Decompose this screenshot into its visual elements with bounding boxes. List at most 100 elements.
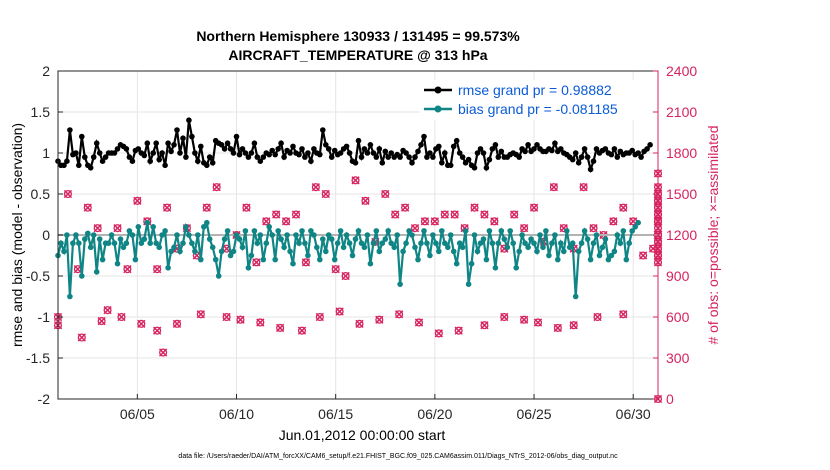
bias-point bbox=[468, 260, 475, 267]
rmse-point bbox=[337, 150, 344, 156]
obs-assimilated-stroke bbox=[629, 217, 638, 226]
rmse-point bbox=[198, 143, 204, 150]
obs-assimilated-stroke bbox=[500, 312, 509, 322]
bias-point bbox=[382, 236, 389, 242]
obs-possible-marker bbox=[276, 323, 285, 332]
obs-count-point bbox=[529, 203, 539, 212]
rmse-point bbox=[352, 160, 359, 166]
rmse-point bbox=[376, 146, 383, 152]
obs-possible-marker bbox=[510, 210, 519, 219]
obs-assimilated-stroke bbox=[490, 217, 499, 226]
rmse-point bbox=[486, 156, 493, 163]
bias-point bbox=[477, 240, 484, 246]
obs-count-point bbox=[123, 265, 132, 274]
obs-assimilated-stroke bbox=[593, 312, 602, 322]
rmse-point bbox=[415, 148, 421, 155]
obs-count-point bbox=[381, 189, 390, 199]
bias-point bbox=[218, 248, 225, 255]
rmse-point bbox=[471, 165, 478, 171]
obs-count-point-low bbox=[414, 318, 424, 327]
rmse-point bbox=[195, 158, 201, 164]
bias-point bbox=[111, 240, 118, 246]
bias-point bbox=[275, 228, 282, 234]
rmse-point bbox=[343, 143, 350, 150]
rmse-point bbox=[93, 140, 100, 146]
obs-possible-marker bbox=[123, 265, 132, 274]
bias-point bbox=[156, 244, 162, 251]
obs-possible-marker bbox=[609, 217, 618, 226]
rmse-point bbox=[206, 154, 213, 160]
bias-point bbox=[430, 232, 436, 238]
bias-point bbox=[340, 244, 347, 251]
bias-point bbox=[614, 232, 621, 238]
rmse-point bbox=[73, 150, 79, 156]
obs-assimilated-stroke bbox=[153, 326, 162, 335]
right-tick-label: 900 bbox=[666, 268, 690, 284]
obs-assimilated-stroke bbox=[589, 224, 598, 233]
bias-point bbox=[572, 293, 579, 300]
bias-point bbox=[489, 240, 496, 246]
rmse-point bbox=[370, 150, 377, 156]
bias-point bbox=[507, 228, 513, 234]
bias-point bbox=[281, 244, 287, 251]
obs-count-point bbox=[549, 183, 558, 192]
bias-point bbox=[266, 224, 273, 230]
obs-possible-marker bbox=[196, 310, 205, 319]
rmse-point bbox=[477, 146, 484, 152]
rmse-point bbox=[290, 143, 296, 150]
rmse-point bbox=[296, 151, 302, 158]
rmse-point bbox=[525, 142, 531, 148]
left-tick-label: -2 bbox=[38, 391, 51, 407]
bias-point bbox=[284, 232, 290, 238]
rmse-point bbox=[257, 158, 264, 164]
obs-count-point bbox=[420, 217, 430, 226]
obs-count-point bbox=[609, 217, 618, 226]
rmse-point bbox=[581, 146, 588, 152]
rmse-point bbox=[575, 160, 582, 166]
obs-count-point bbox=[510, 210, 519, 219]
obs-possible-marker bbox=[520, 315, 529, 324]
rmse-point bbox=[99, 158, 106, 164]
obs-possible-marker bbox=[153, 326, 162, 335]
bias-point bbox=[287, 248, 293, 255]
bias-point bbox=[323, 248, 329, 255]
obs-assimilated-stroke bbox=[97, 316, 106, 326]
rmse-point bbox=[403, 150, 409, 156]
obs-assimilated-stroke bbox=[414, 318, 424, 327]
rmse-point bbox=[102, 154, 109, 160]
rmse-point bbox=[218, 142, 225, 148]
obs-possible-marker bbox=[117, 312, 126, 322]
bias-point bbox=[236, 236, 243, 242]
obs-count-point bbox=[63, 189, 73, 199]
bias-point bbox=[293, 232, 299, 238]
obs-assimilated-stroke bbox=[236, 315, 245, 324]
obs-count-point bbox=[301, 258, 311, 267]
bias-point bbox=[87, 244, 94, 251]
rmse-point bbox=[522, 148, 528, 155]
rmse-point bbox=[453, 137, 460, 144]
bias-point bbox=[549, 240, 555, 246]
obs-count-point-low bbox=[117, 312, 126, 322]
bias-point bbox=[117, 236, 124, 242]
obs-assimilated-stroke bbox=[400, 203, 410, 212]
rmse-point bbox=[367, 142, 374, 148]
bias-point bbox=[364, 232, 371, 238]
bias-point bbox=[233, 232, 240, 238]
rmse-point bbox=[221, 146, 228, 152]
rmse-point bbox=[174, 127, 180, 133]
obs-count-point-low bbox=[593, 312, 602, 322]
bias-point bbox=[358, 240, 365, 246]
obs-assimilated-stroke bbox=[579, 183, 588, 192]
obs-possible-marker bbox=[401, 203, 410, 212]
bias-point bbox=[546, 252, 552, 259]
obs-assimilated-stroke bbox=[619, 310, 628, 319]
bias-point bbox=[620, 228, 627, 234]
rmse-point bbox=[159, 150, 165, 156]
rmse-point bbox=[64, 158, 70, 164]
bias-point bbox=[248, 252, 255, 259]
bias-point bbox=[67, 293, 73, 300]
rmse-point bbox=[242, 150, 249, 156]
obs-possible-marker bbox=[133, 196, 142, 205]
obs-assimilated-stroke bbox=[434, 329, 443, 338]
bias-point bbox=[123, 240, 130, 246]
